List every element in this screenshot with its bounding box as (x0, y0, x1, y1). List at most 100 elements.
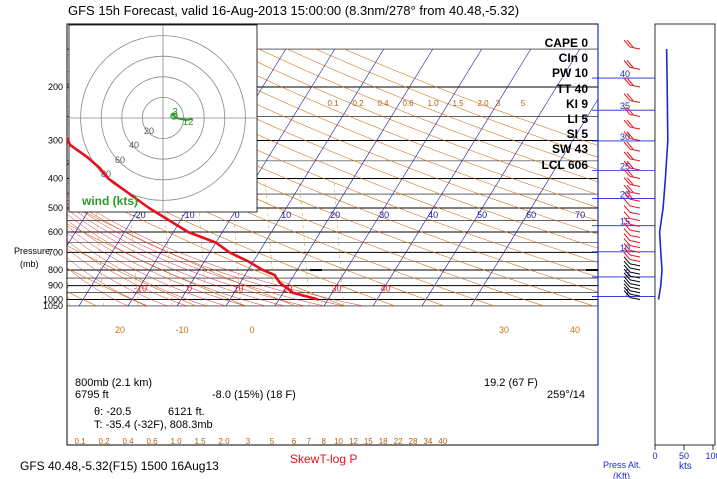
hodograph-trace (171, 113, 193, 122)
mixing-ratio-label: 1.5 (194, 437, 206, 446)
stability-indices: CAPE 0 CIn 0 PW 10 TT 40 KI 9 LI 5 SI 5 … (500, 36, 588, 173)
hodograph-ring-label: 40 (129, 140, 139, 150)
wind-barb-flag (623, 290, 631, 298)
wind-barb (623, 222, 641, 233)
moist-adiabat (67, 248, 168, 307)
temperature-tick-label: -10 (182, 210, 195, 220)
wind-barb-staff (629, 84, 641, 88)
temperature-tick-label: 10 (281, 210, 291, 220)
mixing-ratio-label: 5 (270, 437, 275, 446)
mixing-ratio-label: 40 (438, 437, 447, 446)
pressure-tick-label: 1000 (43, 294, 63, 304)
wind-barb (623, 228, 641, 238)
hodograph-rings (70, 26, 256, 211)
wind-barb (623, 60, 641, 70)
wind-barb-staff (629, 275, 641, 279)
pressure-tick-label: 800 (48, 265, 63, 275)
mixing-ratio-label: 0.1 (327, 99, 339, 108)
wind-barb (623, 272, 641, 283)
wind-barb-flag (623, 160, 631, 169)
mixing-ratio-label: 0.1 (74, 437, 86, 446)
index-cin: CIn 0 (558, 51, 588, 66)
wind-barb (623, 264, 641, 275)
wind-barb-staff (629, 259, 641, 262)
wind-barb-staff (629, 234, 641, 238)
mixing-ratio-label: 0.4 (377, 99, 389, 108)
moist-adiabat (67, 219, 246, 307)
mixing-ratio-line (0, 179, 1, 306)
press-alt-tick-label: 1 (625, 287, 630, 297)
mixing-ratio-label: 0.2 (352, 99, 364, 108)
wind-barb-staff (629, 293, 641, 297)
press-alt-axis-unit: (Kft) (613, 471, 630, 479)
wind-panel-frame (654, 23, 716, 446)
wind-barb-flag (623, 286, 631, 295)
pressure-tick-label: 1050 (43, 301, 63, 311)
wind-barb-flag (623, 107, 631, 115)
wind-barb-flag (623, 141, 631, 150)
dry-adiabat (67, 181, 346, 307)
dry-adiabat (115, 48, 598, 249)
wind-barb-staff (629, 254, 641, 258)
wind-barb (623, 141, 641, 152)
moist-adiabat (67, 225, 227, 307)
hodograph-point-label: 3 (172, 107, 178, 118)
wind-barb-staff (629, 218, 641, 222)
wind-barb (623, 205, 641, 215)
wind-barb-flag (626, 60, 634, 68)
wind-barb-staff (629, 211, 641, 215)
mixing-ratio-label: 3 (246, 437, 251, 446)
wind-barb-flag (626, 141, 634, 150)
wind-barb (623, 283, 641, 294)
mixing-ratio-line (25, 179, 35, 306)
wind-barb-staff (629, 271, 641, 275)
mixing-ratio-label: 34 (423, 437, 432, 446)
index-tt: TT 40 (556, 81, 588, 96)
wind-barb-flag (626, 77, 634, 86)
mixing-ratio-label: 10 (334, 437, 343, 446)
wind-barb-flag (626, 39, 634, 48)
lower-temperature-label: 30 (332, 284, 342, 294)
wind-barb (623, 191, 641, 202)
wind-barb-staff (629, 184, 641, 188)
wind-barb-staff (629, 240, 641, 244)
dry-adiabat (201, 48, 598, 208)
mixing-ratio-line (299, 178, 310, 306)
dry-adiabat (315, 48, 598, 158)
wind-barb (623, 77, 641, 88)
pressure-tick-label: 400 (48, 174, 63, 184)
wind-barb (623, 131, 641, 142)
wind-barb-flag (626, 107, 634, 115)
wind-barb-flag (623, 191, 631, 200)
wind-barb-staff (629, 138, 641, 142)
mixing-ratio-label: 7 (307, 437, 312, 446)
wind-barb-flag (623, 169, 631, 177)
readout-lcl-height: 6121 ft. (168, 406, 205, 418)
temperature-tick-label: 0 (235, 210, 240, 220)
press-alt-axis: 1510152025303540 (592, 24, 655, 445)
temperature-tick-label: 70 (575, 210, 585, 220)
moist-adiabat (67, 195, 344, 307)
wind-barb-staff (629, 100, 641, 104)
moist-adiabat (67, 213, 266, 307)
moist-adiabat (67, 203, 305, 307)
wind-barb-flag (623, 268, 631, 277)
wind-barb-flag (623, 151, 631, 160)
wind-barb-flag (626, 93, 634, 101)
wind-barb-flag (623, 264, 631, 273)
mixing-ratio-label: 1.5 (452, 99, 464, 108)
wind-barb-flag (623, 119, 631, 128)
press-alt-tick-label: 20 (620, 190, 630, 200)
wind-barb-staff (629, 283, 641, 287)
wind-barb (623, 238, 641, 249)
wind-barb-flag (623, 276, 631, 284)
sounding-profiles (67, 135, 319, 301)
wind-barb-staff (629, 158, 641, 162)
wind-barb-staff (629, 296, 641, 300)
mixing-ratio-label: 28 (409, 437, 418, 446)
dry-adiabat (67, 202, 296, 307)
moist-adiabat (67, 232, 207, 307)
adiabat-label: 40 (570, 325, 580, 335)
adiabat-label: 30 (499, 325, 509, 335)
